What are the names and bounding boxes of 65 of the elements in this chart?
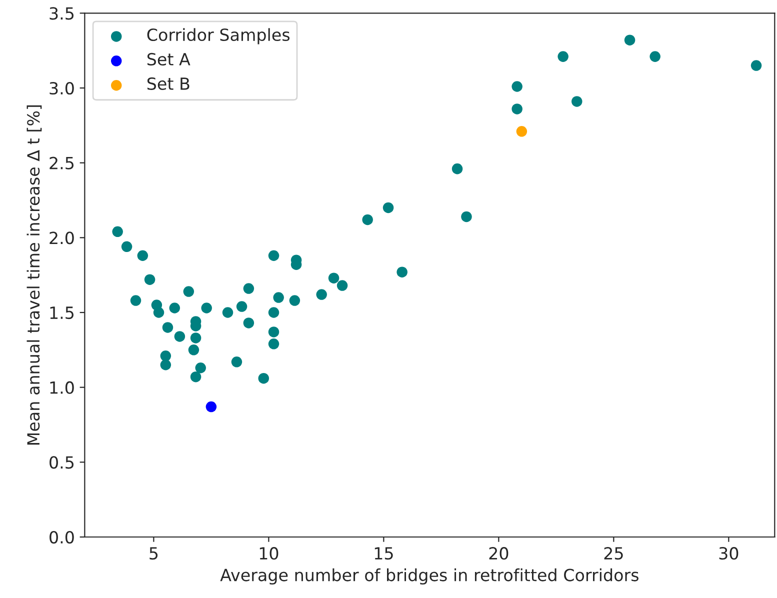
y-tick-label: 1.0: [50, 381, 74, 394]
point: [289, 295, 300, 306]
x-tick-label: 5: [150, 547, 158, 560]
y-tick-label: 1.5: [50, 306, 74, 320]
point: [452, 163, 463, 174]
point: [243, 283, 254, 294]
point: [268, 250, 280, 261]
point: [382, 202, 394, 214]
point: [571, 96, 582, 107]
point: [558, 51, 568, 62]
point: [206, 401, 217, 412]
point: [160, 360, 172, 370]
point: [183, 286, 194, 297]
point: [169, 302, 180, 314]
point: [137, 250, 148, 261]
y-tick-label: 2.5: [50, 156, 74, 170]
point: [190, 371, 202, 382]
x-tick-label: 25: [604, 547, 623, 560]
x-axis-title: Average number of bridges in retrofitted Corridors: [220, 568, 638, 585]
point: [190, 332, 202, 344]
y-tick-label: 3.5: [50, 7, 74, 20]
legend-label: Corridor Samples: [147, 28, 290, 44]
point: [153, 307, 164, 318]
point: [243, 318, 254, 328]
point: [201, 302, 212, 314]
point: [231, 356, 242, 368]
point: [328, 272, 340, 284]
point: [195, 362, 206, 374]
point: [650, 51, 660, 62]
y-axis-title: Mean annual travel time increase Δ t [%]: [26, 105, 42, 445]
point: [112, 226, 123, 238]
y-tick-label: 3.0: [50, 82, 74, 95]
point: [461, 211, 472, 222]
y-tick-label: 2.0: [50, 232, 74, 244]
point: [512, 81, 522, 92]
point: [516, 126, 528, 137]
point: [362, 214, 373, 226]
point: [336, 280, 348, 291]
point: [316, 289, 327, 300]
point: [268, 307, 280, 318]
x-tick-label: 10: [260, 547, 278, 560]
point: [624, 34, 636, 46]
y-tick-label: 0.5: [50, 456, 74, 469]
legend-label: Set B: [147, 77, 190, 90]
point: [268, 338, 280, 350]
point: [512, 104, 522, 114]
point: [268, 326, 280, 338]
x-tick-label: 20: [489, 547, 508, 560]
point: [121, 241, 132, 252]
legend-label: Set A: [147, 52, 190, 66]
x-tick-label: 30: [719, 547, 738, 560]
point: [174, 331, 186, 342]
point: [396, 266, 408, 278]
point: [160, 350, 172, 362]
point: [162, 322, 174, 333]
point: [258, 372, 270, 384]
point: [130, 295, 142, 306]
x-tick-label: 15: [374, 547, 393, 560]
point: [144, 274, 156, 285]
point: [273, 292, 284, 303]
point: [188, 344, 200, 356]
point: [222, 307, 234, 318]
point: [236, 301, 248, 312]
point: [750, 60, 762, 71]
y-tick-label: 0.0: [50, 530, 74, 544]
